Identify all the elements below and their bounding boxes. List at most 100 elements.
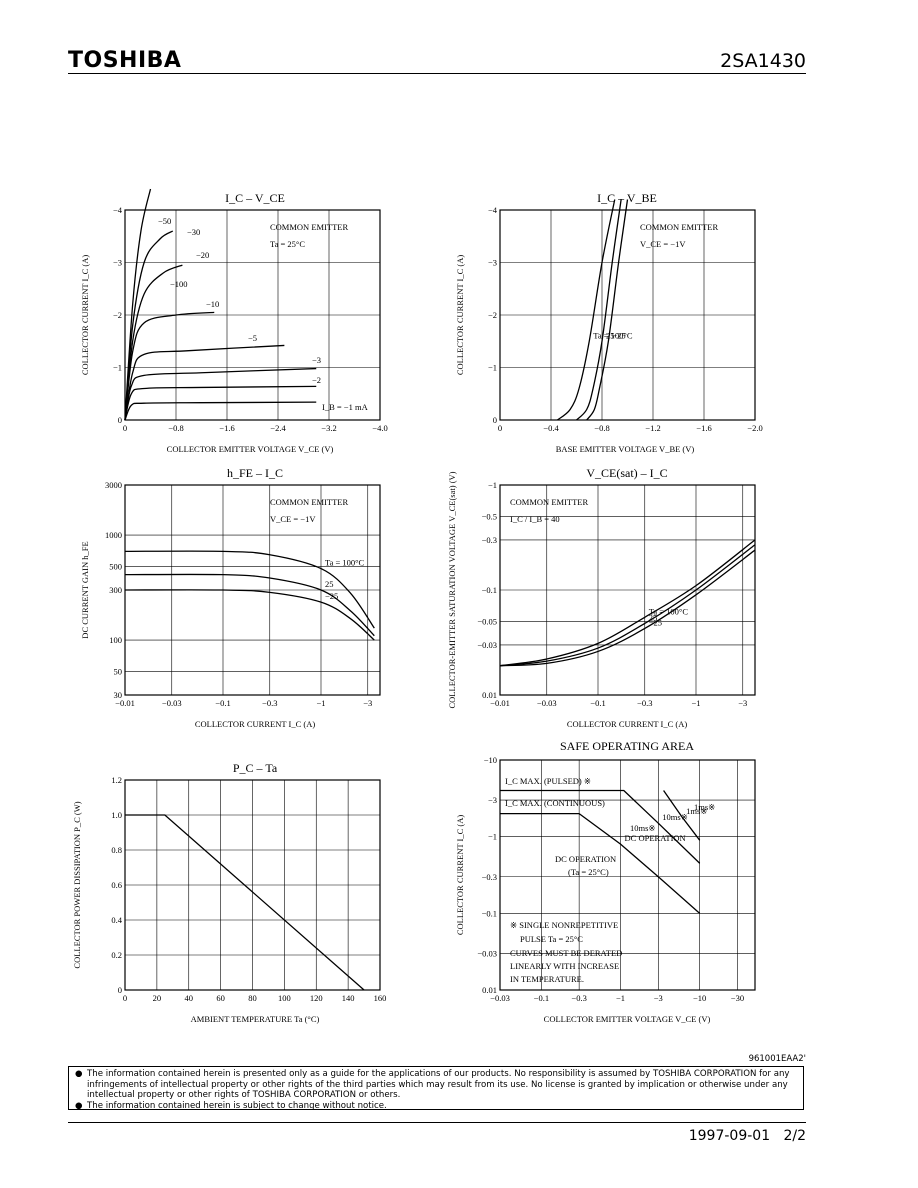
chart-vcesat-ic: −0.01 −0.03 −0.1 −0.3 −1 −3 0.01 −0.03 −0.05 −0.1… (447, 466, 756, 729)
y-tick-label: −0.3 (482, 535, 497, 545)
series-line (124, 367, 317, 421)
x-tick-label: −0.3 (571, 993, 586, 1003)
y-tick-label: −0.03 (477, 640, 497, 650)
x-tick-label: −2.0 (747, 423, 762, 433)
chart-annotation: IN TEMPERATURE. (510, 974, 584, 984)
x-tick-label: −0.01 (490, 698, 510, 708)
y-tick-label: −3 (488, 258, 497, 268)
chart-annotation: COMMON EMITTER (640, 222, 718, 232)
y-tick-label: 1000 (105, 530, 122, 540)
y-tick-label: −2 (488, 310, 497, 320)
chart-annotation: LINEARLY WITH INCREASE (510, 961, 619, 971)
chart-annotation: COMMON EMITTER (510, 497, 588, 507)
x-tick-label: −1 (616, 993, 625, 1003)
x-tick-label: 120 (310, 993, 323, 1003)
chart-annotation: PULSE Ta = 25°C (520, 934, 583, 944)
x-tick-label: 160 (374, 993, 387, 1003)
header-rule (68, 73, 806, 74)
x-axis-label: AMBIENT TEMPERATURE Ta (°C) (191, 1014, 320, 1024)
y-axis-label: COLLECTOR CURRENT I_C (A) (455, 255, 465, 376)
x-tick-label: −0.03 (490, 993, 510, 1003)
series-label: −25 (325, 591, 338, 601)
chart-annotation: ※ SINGLE NONREPETITIVE (510, 920, 618, 930)
curve-label: −50 (158, 216, 171, 226)
x-tick-label: 60 (216, 993, 225, 1003)
x-tick-label: −1.6 (696, 423, 711, 433)
y-tick-label: −4 (113, 205, 123, 215)
chart-title: P_C – Ta (233, 761, 278, 775)
x-tick-label: −0.1 (534, 993, 549, 1003)
x-tick-label: 80 (248, 993, 257, 1003)
y-tick-label: 0.2 (111, 950, 122, 960)
x-tick-label: −30 (731, 993, 744, 1003)
chart-soa: −0.03 −0.1 −0.3 −1 −3 −10 −300.01−0.03−0.1−0.3… (455, 739, 756, 1024)
series-label: 1ms※ (686, 806, 707, 816)
y-tick-label: 500 (109, 562, 122, 572)
curve-label: I_B = −1 mA (322, 402, 369, 412)
chart-annotation: (Ta = 25°C) (568, 867, 609, 877)
y-tick-label: 0.01 (482, 985, 497, 995)
y-tick-label: 30 (114, 690, 123, 700)
notice-box: ● The information contained herein is pr… (68, 1066, 804, 1111)
y-tick-label: −3 (113, 258, 122, 268)
series-line (124, 385, 317, 421)
series-line (125, 814, 365, 991)
y-tick-label: −0.1 (482, 908, 497, 918)
document-id: 961001EAA2' (748, 1054, 806, 1064)
series-line (663, 790, 701, 841)
series-label: 10ms※ (662, 812, 688, 822)
x-tick-label: −3 (738, 698, 747, 708)
chart-title: I_C – V_BE (597, 191, 657, 205)
x-tick-label: −1.6 (219, 423, 234, 433)
chart-annotation: I_C / I_B = 40 (510, 514, 560, 524)
x-tick-label: −0.4 (543, 423, 559, 433)
footer-page: 2/2 (783, 1128, 806, 1144)
series-label: 25 (325, 579, 334, 589)
x-tick-label: −3 (654, 993, 663, 1003)
footer-rule (68, 1122, 806, 1123)
y-tick-label: −0.5 (482, 512, 497, 522)
y-tick-label: −2 (113, 310, 122, 320)
x-tick-label: −0.8 (168, 423, 183, 433)
chart-annotation: 10ms※ (630, 823, 656, 833)
y-tick-label: −10 (484, 755, 497, 765)
series-line (124, 230, 174, 421)
x-tick-label: −1 (691, 698, 700, 708)
chart-annotation: I_C MAX. (PULSED) ※ (505, 776, 591, 786)
bullet-icon: ● (75, 1069, 83, 1079)
series-line (499, 549, 756, 667)
y-tick-label: −0.05 (477, 617, 497, 627)
y-tick-label: −0.1 (482, 585, 497, 595)
x-tick-label: −3 (363, 698, 372, 708)
y-axis-label: COLLECTOR-EMITTER SATURATION VOLTAGE V_C… (447, 471, 457, 708)
chart-annotation: I_C MAX. (CONTINUOUS) (505, 798, 605, 808)
chart-ic-vbe: 0 −0.4 −0.8 −1.2 −1.6 −2.0 0 −1 −2 −3 −4 I_C – V_BE… (455, 191, 763, 454)
x-tick-label: −2.4 (270, 423, 286, 433)
bullet-icon: ● (75, 1100, 83, 1111)
series-line (124, 264, 183, 421)
notice-text: The information contained herein is subj… (87, 1100, 387, 1111)
x-tick-label: 0 (123, 993, 127, 1003)
y-tick-label: −4 (488, 205, 498, 215)
x-axis-label: COLLECTOR CURRENT I_C (A) (195, 719, 316, 729)
curve-label: −3 (312, 355, 321, 365)
series-label: 25 (649, 612, 658, 622)
x-tick-label: −1 (316, 698, 325, 708)
series-line (124, 401, 317, 421)
series-line (124, 344, 285, 421)
y-tick-label: 0.6 (111, 880, 122, 890)
y-tick-label: −1 (488, 363, 497, 373)
y-tick-label: −0.3 (482, 872, 497, 882)
series-line (124, 550, 375, 629)
y-tick-label: 100 (109, 635, 122, 645)
y-tick-label: 50 (114, 667, 123, 677)
y-axis-label: DC CURRENT GAIN h_FE (80, 541, 90, 638)
series-line (124, 573, 375, 637)
chart-annotation: CURVES MUST BE DERATED (510, 948, 622, 958)
curve-label: −2 (312, 375, 321, 385)
x-tick-label: −1.2 (645, 423, 660, 433)
series-line (499, 539, 756, 667)
y-tick-label: −1 (488, 480, 497, 490)
series-label: Ta = 100°C (649, 606, 689, 616)
